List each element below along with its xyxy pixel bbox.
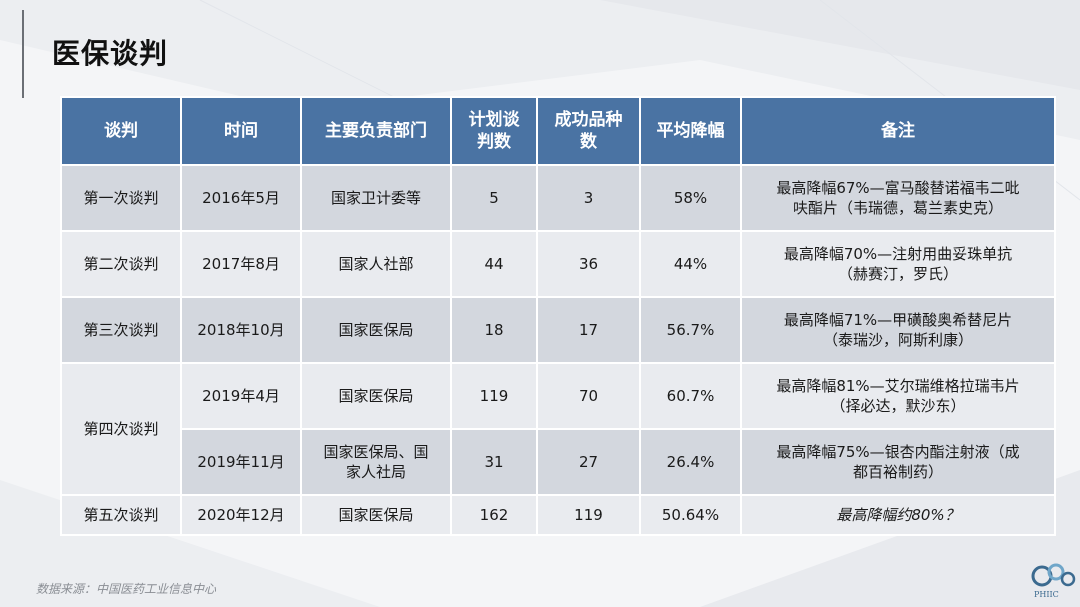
- negotiation-table: 谈判 时间 主要负责部门 计划谈 判数 成功品种 数 平均降幅 备注 第一次谈判…: [60, 96, 1056, 536]
- cell-avg-drop: 26.4%: [639, 428, 742, 496]
- header-round: 谈判: [60, 96, 182, 166]
- cell-avg-drop: 58%: [639, 164, 742, 232]
- cell-success: 17: [536, 296, 641, 364]
- phiic-logo-icon: [1031, 563, 1076, 587]
- table-header-row: 谈判 时间 主要负责部门 计划谈 判数 成功品种 数 平均降幅 备注: [60, 96, 1056, 166]
- cell-planned: 18: [450, 296, 538, 364]
- cell-success: 70: [536, 362, 641, 430]
- cell-success: 27: [536, 428, 641, 496]
- cell-dept: 国家人社部: [300, 230, 452, 298]
- cell-planned: 31: [450, 428, 538, 496]
- cell-avg-drop: 56.7%: [639, 296, 742, 364]
- logo-text: PHIIC: [1034, 590, 1059, 599]
- cell-avg-drop: 50.64%: [639, 494, 742, 536]
- table-row: 第四次谈判 2019年4月 国家医保局 119 70 60.7% 最高降幅81%…: [60, 362, 1056, 496]
- header-time: 时间: [180, 96, 302, 166]
- cell-success: 36: [536, 230, 641, 298]
- cell-success: 119: [536, 494, 641, 536]
- header-note: 备注: [740, 96, 1056, 166]
- header-dept: 主要负责部门: [300, 96, 452, 166]
- table-row: 第一次谈判 2016年5月 国家卫计委等 5 3 58% 最高降幅67%—富马酸…: [60, 164, 1056, 232]
- header-success: 成功品种 数: [536, 96, 641, 166]
- cell-planned: 119: [450, 362, 538, 430]
- cell-time: 2019年11月: [180, 428, 302, 496]
- cell-avg-drop: 60.7%: [639, 362, 742, 430]
- cell-time: 2020年12月: [180, 494, 302, 536]
- cell-dept: 国家医保局: [300, 296, 452, 364]
- cell-note: 最高降幅71%—甲磺酸奥希替尼片 （泰瑞沙，阿斯利康）: [740, 296, 1056, 364]
- table-row: 第三次谈判 2018年10月 国家医保局 18 17 56.7% 最高降幅71%…: [60, 296, 1056, 364]
- header-planned: 计划谈 判数: [450, 96, 538, 166]
- header-avg-drop: 平均降幅: [639, 96, 742, 166]
- cell-planned: 162: [450, 494, 538, 536]
- cell-dept: 国家卫计委等: [300, 164, 452, 232]
- cell-note: 最高降幅81%—艾尔瑞维格拉瑞韦片 （择必达，默沙东）: [740, 362, 1056, 430]
- cell-dept: 国家医保局: [300, 494, 452, 536]
- cell-time: 2019年4月: [180, 362, 302, 430]
- data-source-note: 数据来源：中国医药工业信息中心: [36, 582, 217, 596]
- title-accent-bar: [22, 10, 24, 98]
- cell-time: 2016年5月: [180, 164, 302, 232]
- cell-avg-drop: 44%: [639, 230, 742, 298]
- cell-planned: 44: [450, 230, 538, 298]
- cell-round: 第一次谈判: [60, 164, 182, 232]
- cell-dept: 国家医保局、国 家人社局: [300, 428, 452, 496]
- cell-success: 3: [536, 164, 641, 232]
- cell-round: 第二次谈判: [60, 230, 182, 298]
- cell-note: 最高降幅70%—注射用曲妥珠单抗 （赫赛汀，罗氏）: [740, 230, 1056, 298]
- page-title: 医保谈判: [52, 37, 169, 70]
- cell-round: 第四次谈判: [60, 362, 182, 496]
- table-row: 第二次谈判 2017年8月 国家人社部 44 36 44% 最高降幅70%—注射…: [60, 230, 1056, 298]
- table-row: 第五次谈判 2020年12月 国家医保局 162 119 50.64% 最高降幅…: [60, 494, 1056, 536]
- cell-round: 第三次谈判: [60, 296, 182, 364]
- cell-dept: 国家医保局: [300, 362, 452, 430]
- cell-note: 最高降幅75%—银杏内酯注射液（成 都百裕制药）: [740, 428, 1056, 496]
- cell-round: 第五次谈判: [60, 494, 182, 536]
- cell-note: 最高降幅67%—富马酸替诺福韦二吡 呋酯片（韦瑞德，葛兰素史克）: [740, 164, 1056, 232]
- table-row: 2019年11月 国家医保局、国 家人社局 31 27 26.4% 最高降幅75…: [61, 428, 1056, 496]
- cell-time: 2018年10月: [180, 296, 302, 364]
- cell-planned: 5: [450, 164, 538, 232]
- cell-note: 最高降幅约80%？: [740, 494, 1056, 536]
- cell-time: 2017年8月: [180, 230, 302, 298]
